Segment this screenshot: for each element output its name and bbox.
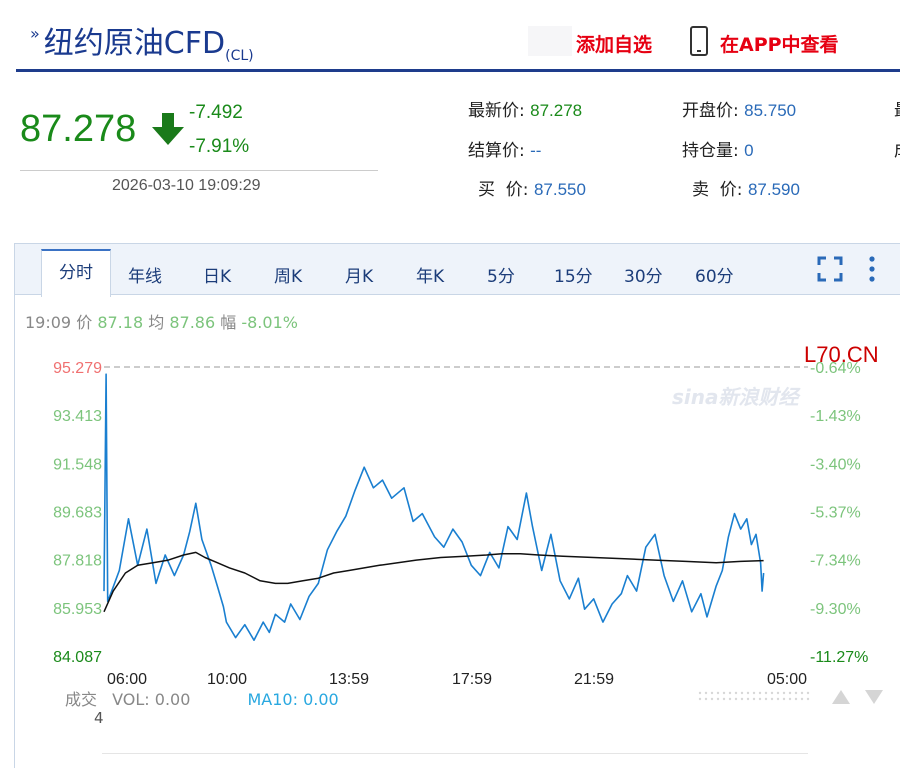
pct-tick-label: -1.43% — [810, 408, 861, 425]
field-settle: 结算价: -- — [468, 141, 542, 161]
open-value: 85.750 — [744, 101, 797, 120]
volume-baseline — [102, 753, 808, 754]
vol-value: VOL: 0.00 — [112, 690, 191, 709]
double-chevron-icon: » — [30, 24, 40, 43]
tab-year-line[interactable]: 年线 — [128, 267, 162, 287]
x-tick-label: 17:59 — [452, 671, 492, 688]
ask-value: 87.590 — [747, 180, 800, 199]
y-tick-label: 85.953 — [53, 601, 102, 618]
header-divider — [16, 69, 900, 72]
x-tick-label: 21:59 — [574, 671, 614, 688]
scroll-handle-icon[interactable] — [698, 690, 810, 702]
y-tick-label: 93.413 — [53, 408, 102, 425]
price-change: -7.492 — [189, 102, 243, 123]
pct-tick-label: -11.27% — [810, 649, 868, 666]
volume-header: 成交 VOL: 0.00 MA10: 0.00 — [65, 686, 339, 710]
sina-watermark: sina新浪财经 — [672, 385, 799, 409]
settle-value: -- — [530, 141, 542, 160]
tab-5min[interactable]: 5分 — [487, 267, 515, 287]
tab-monthly-k[interactable]: 月K — [345, 267, 374, 287]
quote-divider — [20, 170, 378, 171]
overlay-code: L70.CN — [804, 342, 879, 367]
y-tick-label: 87.818 — [53, 553, 102, 570]
average-series-line — [103, 551, 764, 613]
pct-tick-label: -0.64% — [810, 360, 861, 377]
phone-icon — [690, 26, 708, 56]
fullscreen-icon[interactable] — [817, 256, 843, 282]
x-tick-label: 13:59 — [329, 671, 369, 688]
tab-60min[interactable]: 60分 — [695, 267, 734, 287]
field-ask: 卖 价: 87.590 — [692, 180, 800, 200]
cut-label-2: 成 — [894, 136, 900, 161]
info-price: 87.18 — [97, 313, 144, 332]
tab-30min[interactable]: 30分 — [624, 267, 663, 287]
scroll-down-icon[interactable] — [864, 688, 884, 706]
y-tick-label: 84.087 — [53, 649, 102, 666]
tab-15min[interactable]: 15分 — [554, 267, 593, 287]
chart-panel — [14, 243, 900, 768]
down-arrow-icon — [152, 113, 184, 145]
field-bid: 买 价: 87.550 — [478, 180, 586, 200]
y-tick-label: 89.683 — [53, 505, 102, 522]
y-tick-label: 91.548 — [53, 456, 102, 473]
open-app-link[interactable]: 在APP中查看 — [720, 34, 839, 56]
current-price: 87.278 — [20, 108, 137, 150]
field-latest: 最新价: 87.278 — [468, 101, 583, 121]
latest-value: 87.278 — [530, 101, 583, 120]
field-open: 开盘价: 85.750 — [682, 101, 797, 121]
tab-daily-k[interactable]: 日K — [203, 267, 232, 287]
bid-value: 87.550 — [533, 180, 586, 199]
price-series-line — [103, 373, 765, 641]
tab-intraday[interactable]: 分时 — [41, 249, 111, 297]
cut-label-1: 最 — [894, 96, 900, 121]
pct-tick-label: -7.34% — [810, 553, 861, 570]
x-tick-label: 06:00 — [107, 671, 147, 688]
title-code: (CL) — [225, 48, 254, 64]
placeholder-box — [528, 26, 572, 56]
crosshair-info: 19:09 价 87.18 均 87.86 幅 -8.01% — [25, 313, 298, 332]
open-interest-value: 0 — [744, 141, 754, 160]
chart-tabbar — [15, 244, 900, 295]
pct-tick-label: -9.30% — [810, 601, 861, 618]
tab-weekly-k[interactable]: 周K — [274, 267, 303, 287]
tab-yearly-k[interactable]: 年K — [416, 267, 445, 287]
quote-timestamp: 2026-03-10 19:09:29 — [112, 177, 261, 194]
title-main: 纽约原油CFD — [43, 26, 226, 61]
ma10-value: MA10: 0.00 — [247, 690, 339, 709]
volume-label: 成交 — [65, 690, 98, 709]
scroll-up-icon[interactable] — [831, 688, 851, 706]
x-tick-label: 05:00 — [767, 671, 807, 688]
price-change-pct: -7.91% — [189, 136, 250, 157]
volume-axis-value: 4 — [94, 709, 104, 727]
info-amplitude: -8.01% — [241, 313, 298, 332]
info-avg: 87.86 — [169, 313, 216, 332]
page-title: » 纽约原油CFD(CL) — [30, 18, 254, 64]
field-open-interest: 持仓量: 0 — [682, 141, 754, 161]
y-tick-label: 95.279 — [53, 360, 102, 377]
pct-tick-label: -3.40% — [810, 456, 861, 473]
x-tick-label: 10:00 — [207, 671, 247, 688]
pct-tick-label: -5.37% — [810, 505, 861, 522]
add-watchlist-button[interactable]: 添加自选 — [576, 34, 653, 56]
more-options-icon[interactable] — [867, 255, 877, 283]
